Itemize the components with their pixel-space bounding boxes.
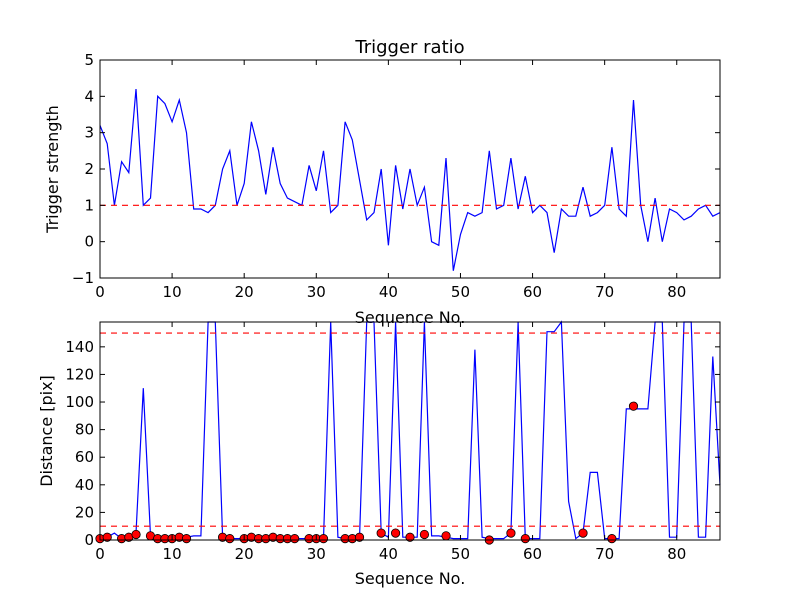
distance-series (99, 320, 721, 540)
x-tick-label: 0 (95, 545, 105, 563)
data-point (102, 532, 112, 542)
y-tick-label: 4 (84, 87, 94, 105)
data-point (441, 531, 451, 541)
series-line (99, 89, 721, 271)
data-point (318, 534, 329, 544)
y-tick-label: 1 (84, 196, 94, 214)
plot-frame (99, 321, 721, 541)
trigger-strength-series (99, 89, 721, 271)
x-tick-label: 70 (595, 545, 614, 563)
x-tick-label: 80 (667, 283, 686, 301)
data-point (354, 532, 365, 542)
data-point (628, 401, 639, 411)
data-point (578, 528, 588, 538)
data-point (390, 528, 401, 538)
data-point (607, 534, 617, 544)
y-tick-label: 5 (84, 51, 94, 69)
data-point (419, 529, 430, 540)
y-tick-label: 2 (84, 160, 94, 178)
x-tick-label: 50 (451, 283, 470, 301)
x-tick-label: 40 (379, 545, 398, 563)
x-tick-label: 30 (307, 283, 326, 301)
x-tick-label: 30 (307, 545, 326, 563)
x-tick-label: 20 (235, 283, 254, 301)
y-tick-label: 140 (65, 338, 94, 356)
y-tick-label: 20 (75, 503, 94, 521)
trigger-ratio-plot: Trigger ratio 0 10 20 30 40 50 60 70 80−1012345 … (43, 37, 721, 327)
chart-title: Trigger ratio (354, 37, 464, 58)
series-line (99, 320, 721, 540)
x-tick-label: 80 (667, 545, 686, 563)
x-axis-label: Sequence No. (355, 569, 466, 588)
data-point (376, 528, 386, 538)
y-tick-label: 60 (75, 448, 94, 466)
x-tick-label: 10 (163, 545, 182, 563)
data-point (181, 534, 192, 544)
threshold-lines (100, 332, 720, 527)
y-axis-label: Distance [pix] (37, 375, 56, 487)
plot-frame (99, 59, 721, 279)
data-point (131, 529, 141, 540)
y-tick-label: 80 (75, 421, 94, 439)
data-point (405, 532, 415, 542)
x-tick-label: 10 (163, 283, 182, 301)
x-tick-label: 20 (235, 545, 254, 563)
y-tick-label: 120 (65, 365, 94, 383)
x-tick-label: 70 (595, 283, 614, 301)
data-point (225, 534, 235, 544)
y-tick-label: 0 (84, 233, 94, 251)
y-tick-label: 0 (84, 531, 94, 549)
y-tick-label: −1 (72, 269, 94, 287)
y-axis-label: Trigger strength (43, 105, 62, 234)
data-point (520, 534, 530, 544)
x-tick-label: 50 (451, 545, 470, 563)
axis-ticks: 0 10 20 30 40 50 60 70 80 0 20 40 60 80 100 120 140 (65, 322, 720, 563)
y-tick-label: 100 (65, 393, 94, 411)
x-axis-label: Sequence No. (355, 308, 466, 327)
data-point (290, 534, 300, 544)
x-tick-label: 40 (379, 283, 398, 301)
y-tick-label: 3 (84, 124, 94, 142)
x-tick-label: 60 (523, 545, 542, 563)
x-tick-label: 0 (95, 283, 105, 301)
data-point (506, 528, 516, 538)
x-tick-label: 60 (523, 283, 542, 301)
distance-plot: 0 10 20 30 40 50 60 70 80 0 20 40 60 80 100 120 140 Sequ… (37, 320, 721, 588)
y-tick-label: 40 (75, 476, 94, 494)
marker-points (95, 401, 639, 545)
